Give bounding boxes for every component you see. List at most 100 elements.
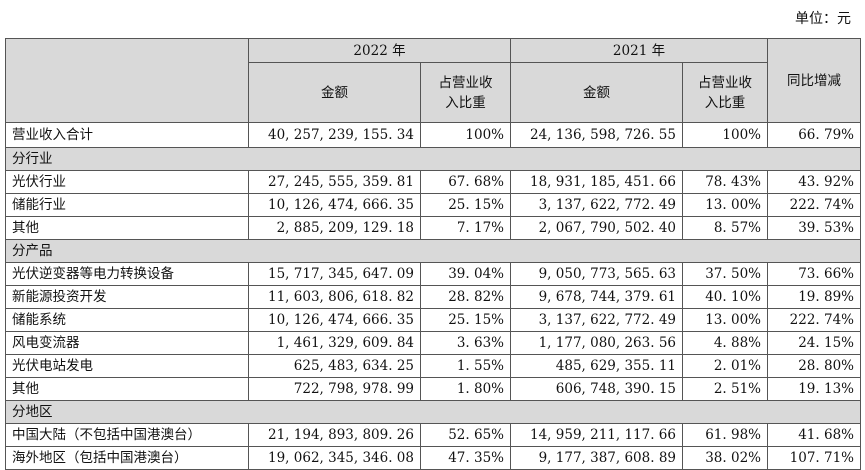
share-2022: 47. 35% (420, 446, 511, 470)
share-2021: 2. 51% (682, 377, 768, 401)
amount-2022: 10, 126, 474, 666. 35 (248, 193, 421, 217)
yoy: 28. 80% (767, 354, 861, 378)
unit-label: 单位：元 (795, 11, 851, 27)
share-2022: 28. 82% (420, 285, 511, 309)
amount-2021: 606, 748, 390. 15 (510, 377, 683, 401)
share-2021: 40. 10% (682, 285, 768, 309)
share-2021: 13. 00% (682, 193, 768, 217)
section-title: 分产品 (5, 239, 861, 263)
yoy: 73. 66% (767, 262, 861, 286)
total-amount-2021: 24, 136, 598, 726. 55 (510, 122, 683, 148)
share-2021: 38. 02% (682, 446, 768, 470)
table-row: 风电变流器 1, 461, 329, 609. 84 3. 63% 1, 177, 0… (5, 331, 861, 355)
amount-2022: 10, 126, 474, 666. 35 (248, 308, 421, 332)
share-2021: 13. 00% (682, 308, 768, 332)
row-label: 光伏逆变器等电力转换设备 (5, 262, 249, 286)
amount-2021: 3, 137, 622, 772. 49 (510, 308, 683, 332)
table-row: 其他 2, 885, 209, 129. 18 7. 17% 2, 067, 790,… (5, 216, 861, 240)
amount-2022: 19, 062, 345, 346. 08 (248, 446, 421, 470)
share-2022: 1. 55% (420, 354, 511, 378)
total-yoy: 66. 79% (767, 122, 861, 148)
section-header-row: 分产品 (5, 239, 861, 263)
total-amount-2022: 40, 257, 239, 155. 34 (248, 122, 421, 148)
yoy: 41. 68% (767, 423, 861, 447)
yoy: 222. 74% (767, 193, 861, 217)
table-row: 新能源投资开发 11, 603, 806, 618. 82 28. 82% 9, 67… (5, 285, 861, 309)
amount-2022: 21, 194, 893, 809. 26 (248, 423, 421, 447)
row-label: 风电变流器 (5, 331, 249, 355)
row-label: 海外地区（包括中国港澳台） (5, 446, 249, 470)
share-2021: 37. 50% (682, 262, 768, 286)
amount-2021: 1, 177, 080, 263. 56 (510, 331, 683, 355)
table-row: 光伏逆变器等电力转换设备 15, 717, 345, 647. 09 39. 04%… (5, 262, 861, 286)
amount-2022: 1, 461, 329, 609. 84 (248, 331, 421, 355)
share-2022: 7. 17% (420, 216, 511, 240)
section-header-row: 分行业 (5, 147, 861, 171)
header-amount-2021: 金额 (510, 62, 683, 123)
total-label: 营业收入合计 (5, 122, 249, 148)
section-title: 分地区 (5, 400, 861, 424)
section-title: 分行业 (5, 147, 861, 171)
yoy: 107. 71% (767, 446, 861, 470)
amount-2021: 9, 678, 744, 379. 61 (510, 285, 683, 309)
share-2022: 25. 15% (420, 308, 511, 332)
amount-2022: 2, 885, 209, 129. 18 (248, 216, 421, 240)
row-label: 新能源投资开发 (5, 285, 249, 309)
row-label: 光伏电站发电 (5, 354, 249, 378)
share-2021: 8. 57% (682, 216, 768, 240)
yoy: 222. 74% (767, 308, 861, 332)
total-share-2022: 100% (420, 122, 511, 148)
share-2022: 25. 15% (420, 193, 511, 217)
section-header-row: 分地区 (5, 400, 861, 424)
table-row: 中国大陆（不包括中国港澳台） 21, 194, 893, 809. 26 52. 6… (5, 423, 861, 447)
row-label: 其他 (5, 377, 249, 401)
amount-2022: 625, 483, 634. 25 (248, 354, 421, 378)
amount-2022: 722, 798, 978. 99 (248, 377, 421, 401)
yoy: 19. 13% (767, 377, 861, 401)
share-2021: 2. 01% (682, 354, 768, 378)
header-amount-2022: 金额 (248, 62, 421, 123)
amount-2021: 2, 067, 790, 502. 40 (510, 216, 683, 240)
amount-2022: 11, 603, 806, 618. 82 (248, 285, 421, 309)
yoy: 19. 89% (767, 285, 861, 309)
yoy: 24. 15% (767, 331, 861, 355)
table-row: 海外地区（包括中国港澳台） 19, 062, 345, 346. 08 47. 35… (5, 446, 861, 470)
row-label: 其他 (5, 216, 249, 240)
share-2022: 67. 68% (420, 170, 511, 194)
amount-2022: 27, 245, 555, 359. 81 (248, 170, 421, 194)
table-row: 储能系统 10, 126, 474, 666. 35 25. 15% 3, 137, … (5, 308, 861, 332)
share-2021: 61. 98% (682, 423, 768, 447)
header-yoy: 同比增减 (767, 38, 861, 123)
row-label: 光伏行业 (5, 170, 249, 194)
amount-2022: 15, 717, 345, 647. 09 (248, 262, 421, 286)
share-2022: 39. 04% (420, 262, 511, 286)
total-row: 营业收入合计 40, 257, 239, 155. 34 100% 24, 13… (5, 122, 861, 148)
amount-2021: 9, 050, 773, 565. 63 (510, 262, 683, 286)
share-2022: 1. 80% (420, 377, 511, 401)
amount-2021: 3, 137, 622, 772. 49 (510, 193, 683, 217)
share-2022: 3. 63% (420, 331, 511, 355)
yoy: 39. 53% (767, 216, 861, 240)
share-2022: 52. 65% (420, 423, 511, 447)
row-label: 储能系统 (5, 308, 249, 332)
row-label: 储能行业 (5, 193, 249, 217)
table-row: 光伏电站发电 625, 483, 634. 25 1. 55% 485, 629, 3… (5, 354, 861, 378)
amount-2021: 18, 931, 185, 451. 66 (510, 170, 683, 194)
total-share-2021: 100% (682, 122, 768, 148)
row-label: 中国大陆（不包括中国港澳台） (5, 423, 249, 447)
yoy: 43. 92% (767, 170, 861, 194)
share-2021: 78. 43% (682, 170, 768, 194)
amount-2021: 9, 177, 387, 608. 89 (510, 446, 683, 470)
header-share-2022: 占营业收 入比重 (420, 62, 511, 123)
table-row: 储能行业 10, 126, 474, 666. 35 25. 15% 3, 137, … (5, 193, 861, 217)
table-row: 其他 722, 798, 978. 99 1. 80% 606, 748, 390. … (5, 377, 861, 401)
header-share-2021: 占营业收 入比重 (682, 62, 768, 123)
revenue-table: 2022 年 2021 年 同比增减 金额 占营业收 入比重 金额 占营业收 入比重… (5, 38, 861, 470)
header-year-2022: 2022 年 (248, 38, 511, 63)
share-2021: 4. 88% (682, 331, 768, 355)
table-row: 光伏行业 27, 245, 555, 359. 81 67. 68% 18, 931,… (5, 170, 861, 194)
amount-2021: 485, 629, 355. 11 (510, 354, 683, 378)
amount-2021: 14, 959, 211, 117. 66 (510, 423, 683, 447)
header-year-2021: 2021 年 (510, 38, 768, 63)
header-blank (5, 38, 249, 123)
